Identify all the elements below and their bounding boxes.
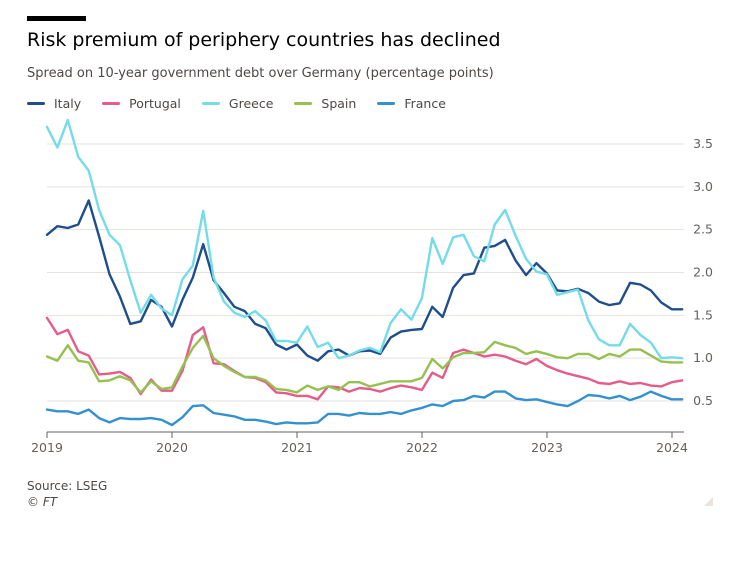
x-tick-label: 2022 xyxy=(406,440,438,455)
ft-credit: © FT xyxy=(27,495,58,509)
legend-label: Italy xyxy=(54,96,82,111)
x-tick-label: 2023 xyxy=(531,440,563,455)
line-chart: 0.5 1.0 1.5 2.0 2.5 3.0 3.5 2019 2020 2021 2022 202… xyxy=(31,118,713,455)
legend-label: Greece xyxy=(228,96,274,111)
y-tick-label: 3.0 xyxy=(693,179,713,194)
legend-swatch xyxy=(102,102,121,105)
legend-item-italy: Italy xyxy=(27,96,81,111)
y-tick-label: 1.5 xyxy=(693,307,713,322)
y-tick-label: 2.0 xyxy=(693,265,713,280)
x-tick-label: 2024 xyxy=(656,440,688,455)
source-note: Source: LSEG xyxy=(27,479,108,493)
x-tick-label: 2020 xyxy=(156,440,188,455)
legend-swatch xyxy=(294,102,313,105)
x-tick-label: 2019 xyxy=(31,440,63,455)
x-tick-label: 2021 xyxy=(281,440,313,455)
legend-label: Spain xyxy=(321,96,357,111)
series-line-greece xyxy=(45,118,684,360)
ft-top-bar xyxy=(27,16,86,21)
y-tick-label: 3.5 xyxy=(693,136,713,151)
series-line-spain xyxy=(45,334,684,394)
legend-swatch xyxy=(201,102,220,105)
chart-subtitle: Spread on 10-year government debt over G… xyxy=(27,66,494,81)
legend-label: Portugal xyxy=(129,96,181,111)
chart-legend: Italy Portugal Greece Spain France xyxy=(27,96,467,111)
chart-title: Risk premium of periphery countries has … xyxy=(27,29,501,51)
y-tick-label: 0.5 xyxy=(693,393,713,408)
corner-mark xyxy=(704,497,713,506)
legend-swatch xyxy=(377,102,396,105)
legend-item-france: France xyxy=(377,96,446,111)
y-tick-label: 1.0 xyxy=(693,350,713,365)
series-line-italy xyxy=(45,199,684,362)
legend-item-greece: Greece xyxy=(201,96,274,111)
legend-swatch xyxy=(27,102,45,105)
legend-item-portugal: Portugal xyxy=(102,96,181,111)
legend-item-spain: Spain xyxy=(294,96,356,111)
y-tick-label: 2.5 xyxy=(693,222,713,237)
series-line-france xyxy=(45,390,684,427)
legend-label: France xyxy=(404,96,446,111)
